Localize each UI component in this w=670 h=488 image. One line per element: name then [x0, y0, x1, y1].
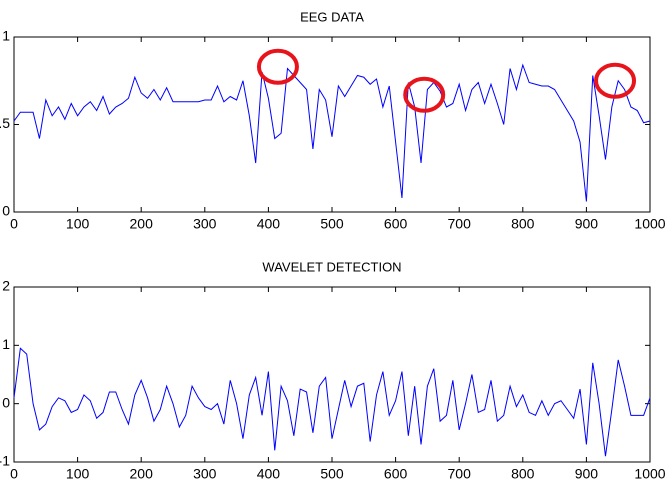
data-line: [13, 63, 651, 202]
x-tick-label: 600: [384, 466, 408, 482]
x-tick-label: 200: [130, 216, 154, 232]
x-tick-label: 700: [448, 466, 472, 482]
chart-title: WAVELET DETECTION: [262, 259, 401, 274]
x-tick-label: 800: [511, 466, 535, 482]
x-tick-label: 0: [10, 466, 18, 482]
x-tick-label: 700: [448, 216, 472, 232]
chart-title: EEG DATA: [300, 9, 364, 24]
highlight-circle: [256, 48, 299, 85]
x-tick-label: 100: [66, 466, 90, 482]
y-tick-label: 0: [2, 394, 10, 410]
y-tick-label: -1: [0, 453, 10, 469]
y-tick-label: 0: [2, 203, 10, 219]
x-tick-label: 200: [130, 466, 154, 482]
x-tick-label: 1000: [634, 216, 665, 232]
x-tick-label: 900: [575, 216, 599, 232]
y-tick-label: 0.5: [0, 115, 10, 131]
x-tick-label: 300: [193, 216, 217, 232]
highlight-circle: [594, 62, 637, 99]
x-tick-label: 500: [320, 466, 344, 482]
y-tick-label: 1: [2, 28, 10, 44]
x-tick-label: 1000: [634, 466, 665, 482]
x-tick-label: 800: [511, 216, 535, 232]
x-tick-label: 600: [384, 216, 408, 232]
highlight-circle: [403, 76, 446, 113]
plot-frame: [13, 36, 651, 213]
x-tick-label: 0: [10, 216, 18, 232]
x-tick-label: 400: [257, 216, 281, 232]
x-tick-label: 900: [575, 466, 599, 482]
x-tick-label: 500: [320, 216, 344, 232]
x-tick-label: 100: [66, 216, 90, 232]
y-tick-label: 2: [2, 278, 10, 294]
y-tick-label: 1: [2, 336, 10, 352]
x-tick-label: 300: [193, 466, 217, 482]
x-tick-label: 400: [257, 466, 281, 482]
data-line: [13, 347, 651, 457]
